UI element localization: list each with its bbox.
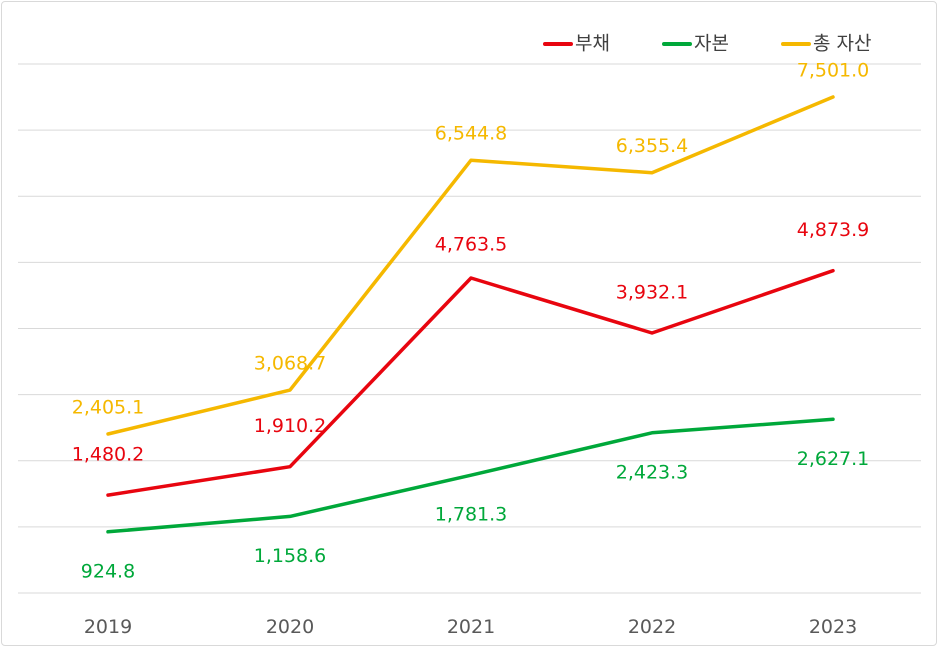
x-tick-label: 2023	[809, 616, 857, 638]
series-line-total-assets	[106, 95, 835, 436]
data-label-debt: 1,910.2	[254, 415, 327, 437]
data-label-equity: 1,158.6	[254, 545, 327, 567]
data-label-total-assets: 7,501.0	[797, 59, 870, 81]
legend-label-debt: 부채	[575, 33, 610, 55]
x-tick-label: 2019	[84, 616, 132, 638]
series-lines	[106, 95, 835, 534]
data-labels: 1,480.2 1,910.2 4,763.5 3,932.1 4,873.9 924.8…	[72, 59, 870, 582]
series-line-equity	[106, 417, 835, 534]
data-label-total-assets: 6,355.4	[616, 135, 689, 157]
data-label-equity: 1,781.3	[435, 504, 508, 526]
legend-label-equity: 자본	[694, 33, 729, 55]
data-label-debt: 3,932.1	[616, 281, 689, 303]
data-label-debt: 4,763.5	[435, 234, 508, 256]
data-label-equity: 924.8	[81, 560, 135, 582]
x-tick-label: 2022	[628, 616, 676, 638]
x-tick-label: 2021	[447, 616, 495, 638]
legend: 부채 자본 총 자산	[543, 33, 871, 55]
x-tick-label: 2020	[266, 616, 314, 638]
data-label-total-assets: 6,544.8	[435, 123, 508, 145]
data-label-equity: 2,423.3	[616, 461, 689, 483]
data-label-debt: 4,873.9	[797, 219, 870, 241]
series-line-debt	[106, 268, 835, 497]
data-label-debt: 1,480.2	[72, 444, 145, 466]
data-label-total-assets: 3,068.7	[254, 353, 327, 375]
x-axis-ticks: 2019 2020 2021 2022 2023	[84, 616, 857, 638]
data-label-total-assets: 2,405.1	[72, 396, 145, 418]
data-label-equity: 2,627.1	[797, 448, 870, 470]
legend-label-total-assets: 총 자산	[813, 33, 871, 55]
